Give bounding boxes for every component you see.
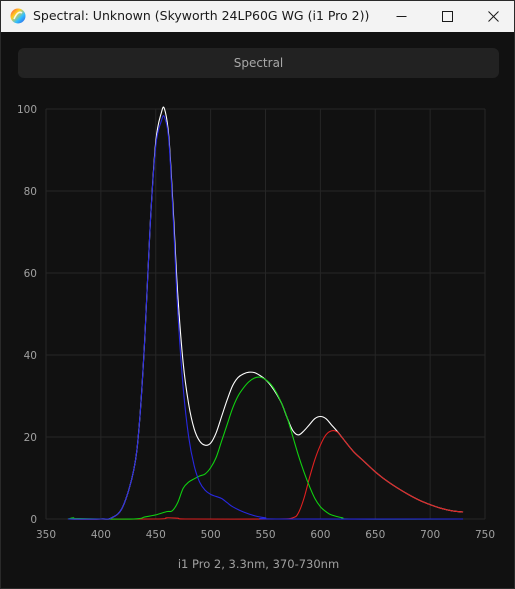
y-tick-label: 80 [24, 186, 37, 198]
maximize-button[interactable] [424, 1, 470, 32]
app-logo-icon [10, 8, 26, 24]
chart-tick-labels: 350 400 450 500 550 600 650 700 750 0 20 40 60 80 100 [17, 104, 495, 541]
title-bar[interactable]: Spectral: Unknown (Skyworth 24LP60G WG (… [1, 1, 514, 32]
instrument-caption: i1 Pro 2, 3.3nm, 370-730nm [177, 557, 340, 571]
x-tick-label: 600 [310, 529, 330, 541]
red-spectrum-line [67, 430, 464, 520]
mode-selector-bar[interactable]: Spectral [18, 48, 499, 78]
x-tick-label: 500 [201, 529, 221, 541]
y-tick-label: 60 [24, 268, 37, 280]
x-tick-label: 450 [146, 529, 166, 541]
close-icon [487, 11, 499, 22]
window-title: Spectral: Unknown (Skyworth 24LP60G WG (… [33, 8, 370, 23]
x-tick-label: 650 [365, 529, 385, 541]
minimize-button[interactable] [378, 1, 424, 32]
blue-spectrum-line [67, 115, 464, 520]
green-spectrum-line [67, 376, 464, 520]
spectral-chart: 350 400 450 500 550 600 650 700 750 0 20 40 60 80 100 [17, 104, 495, 541]
mode-label: Spectral [233, 56, 284, 70]
chart-series [67, 106, 464, 520]
x-tick-label: 550 [255, 529, 275, 541]
maximize-icon [441, 11, 453, 22]
x-tick-label: 400 [91, 529, 111, 541]
y-tick-label: 100 [17, 104, 37, 116]
close-button[interactable] [470, 1, 514, 32]
y-tick-label: 20 [24, 432, 37, 444]
x-tick-label: 750 [475, 529, 495, 541]
y-tick-label: 0 [30, 514, 37, 526]
x-tick-label: 700 [420, 529, 440, 541]
chart-grid [45, 108, 486, 520]
x-tick-label: 350 [36, 529, 56, 541]
y-tick-label: 40 [24, 350, 37, 362]
minimize-icon [396, 16, 406, 17]
